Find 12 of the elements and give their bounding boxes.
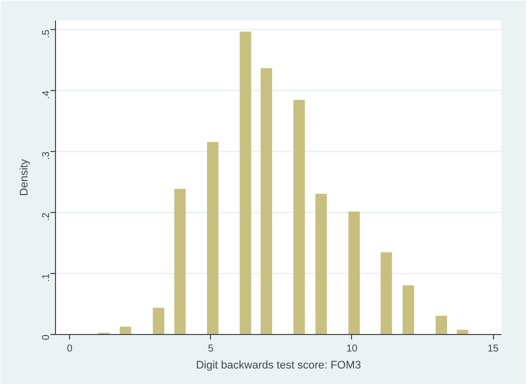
y-tick-label: .1 (41, 273, 52, 282)
y-tick-label: .5 (41, 29, 52, 38)
x-tick-label: 0 (66, 344, 73, 354)
x-axis-title: Digit backwards test score: FOM3 (196, 360, 362, 372)
y-axis-title: Density (18, 158, 30, 196)
y-tick-label: .2 (41, 212, 52, 221)
y-tick-label: .3 (41, 151, 52, 160)
x-tick-label: 5 (208, 344, 214, 354)
y-tick-label: 0 (41, 334, 52, 340)
x-tick-label: 10 (346, 344, 358, 354)
y-tick-label: .4 (41, 90, 52, 99)
x-tick-label: 15 (487, 344, 500, 354)
